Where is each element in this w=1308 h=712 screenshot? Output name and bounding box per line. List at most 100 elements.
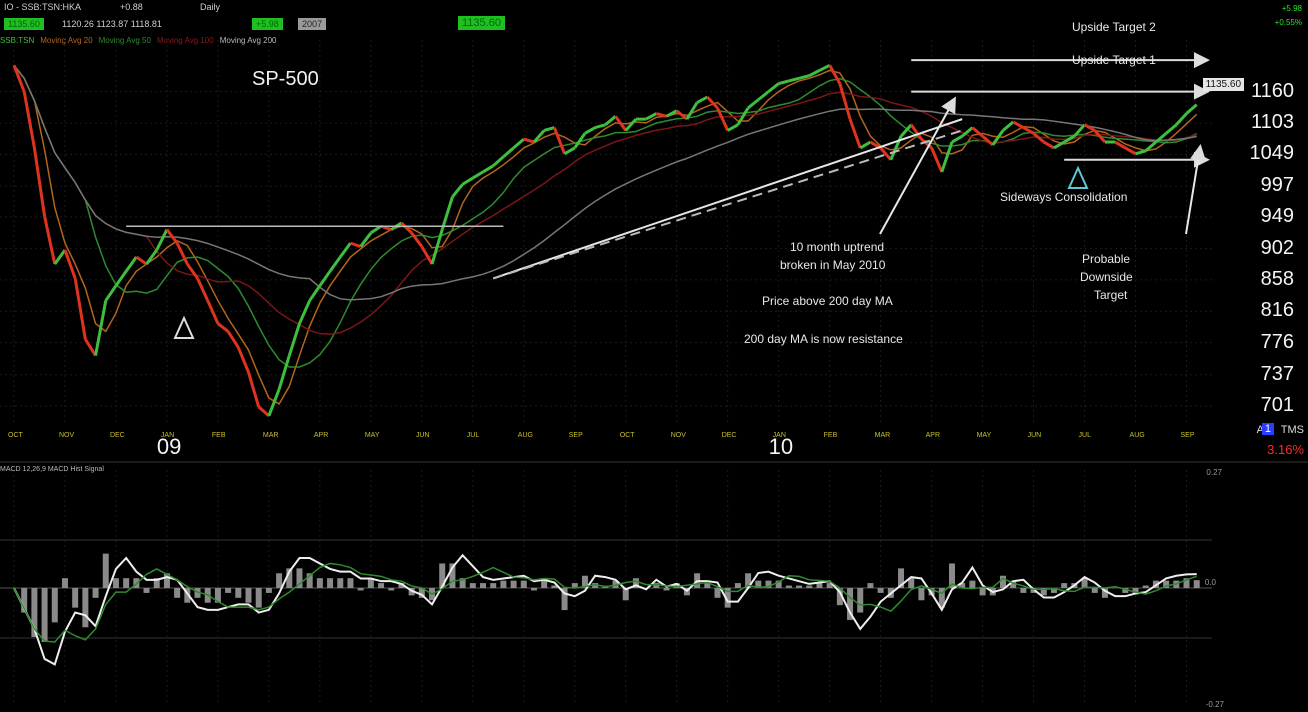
downside-note-3: Target — [1094, 288, 1128, 302]
price-segment — [532, 129, 546, 144]
price-segment — [1165, 123, 1178, 135]
macd-hist-bar — [163, 573, 170, 588]
price-segment — [104, 284, 118, 302]
price-segment — [1063, 134, 1076, 144]
price-segment — [318, 270, 332, 287]
signal-line — [13, 562, 1197, 643]
price-segment — [655, 112, 667, 118]
price-segment — [186, 263, 199, 280]
legend-row: SSB:TSN Moving Avg 20 Moving Avg 50 Moving … — [0, 36, 282, 48]
macd-hist-bar — [755, 580, 762, 588]
price-segment — [1093, 129, 1107, 144]
macd-hist-bar — [765, 580, 772, 588]
macd-hist-bar — [979, 588, 986, 596]
price-tick-label: 816 — [1260, 299, 1294, 322]
price-segment — [155, 228, 169, 251]
price-segment — [1154, 132, 1168, 144]
price-segment — [298, 299, 312, 325]
price-segment — [961, 126, 974, 138]
price-segment — [1083, 123, 1096, 132]
macd-hist-bar — [92, 588, 99, 598]
macd-hist-bar — [632, 578, 639, 588]
period-selector[interactable]: Daily — [200, 2, 221, 12]
macd-hist-bar — [857, 588, 864, 613]
macd-hist-bar — [622, 588, 629, 601]
macd-hist-bar — [143, 588, 150, 593]
macd-hist-bar — [1010, 580, 1017, 588]
macd-hist-bar — [500, 580, 507, 588]
price-segment — [1032, 132, 1045, 144]
macd-hist-bar — [918, 588, 925, 601]
price-segment — [410, 232, 424, 248]
macd-hist-bar — [388, 588, 395, 591]
price-segment — [339, 242, 352, 258]
price-segment — [940, 141, 954, 173]
macd-hist-bar — [581, 575, 588, 588]
macd-hist-bar — [153, 578, 160, 588]
price-segment — [563, 146, 576, 156]
price-tick-label: 701 — [1260, 394, 1294, 416]
uptrend-note-2: broken in May 2010 — [780, 258, 886, 272]
legend-entry: SSB:TSN — [0, 36, 35, 45]
macd-hist-bar — [796, 585, 803, 588]
corner-change: +5.98 — [1281, 4, 1302, 13]
month-tick-label: FEB — [211, 432, 226, 439]
downside-note-2: Downside — [1080, 270, 1133, 284]
scale-mode-letter[interactable]: A — [1256, 424, 1264, 436]
macd-hist-bar — [357, 588, 364, 591]
price-segment — [1073, 123, 1086, 138]
price-segment — [798, 74, 810, 80]
price-segment — [257, 405, 270, 418]
price-segment — [247, 371, 261, 408]
osc-scale-top: 0.27 — [1206, 468, 1222, 477]
macd-hist-bar — [571, 583, 578, 588]
price-segment — [573, 132, 587, 149]
macd-hist-bar — [31, 588, 38, 638]
ma-note: Price above 200 day MA — [762, 294, 893, 308]
macd-hist-bar — [1040, 588, 1047, 596]
macd-hist-bar — [530, 588, 537, 591]
year-label: 10 — [768, 434, 794, 459]
macd-hist-bar — [398, 583, 405, 588]
price-segment — [543, 126, 555, 132]
macd-hist-bar — [836, 588, 843, 606]
price-segment — [552, 127, 566, 155]
macd-hist-bar — [1163, 580, 1170, 588]
month-tick-label: JUL — [1078, 432, 1091, 439]
price-segment — [420, 245, 434, 265]
macd-hist-bar — [1193, 580, 1200, 588]
price-segment — [451, 183, 464, 198]
macd-hist-bar — [1122, 588, 1129, 593]
oscillator-legend: MACD 12,26,9 MACD Hist Signal — [0, 466, 104, 473]
price-segment — [1175, 112, 1188, 126]
macd-hist-bar — [898, 568, 905, 588]
price-segment — [1012, 120, 1025, 129]
price-segment — [482, 164, 494, 174]
change-badge: +5.98 — [252, 18, 283, 30]
downside-arrow — [1185, 144, 1206, 235]
macd-hist-bar — [673, 583, 680, 588]
price-segment — [359, 232, 373, 248]
price-segment — [124, 256, 138, 273]
macd-hist-bar — [174, 588, 181, 598]
month-tick-label: JUN — [415, 432, 430, 439]
price-tick-label: 1103 — [1250, 111, 1294, 134]
price-segment — [84, 338, 97, 357]
price-segment — [767, 82, 780, 93]
price-segment — [94, 300, 108, 356]
price-segment — [716, 107, 730, 132]
scale-badge[interactable]: 1 — [1261, 423, 1274, 435]
price-segment — [216, 322, 230, 333]
macd-hist-bar — [449, 563, 456, 588]
symbol-label[interactable]: IO - SSB:TSN:HKA — [4, 2, 82, 12]
price-segment — [349, 241, 362, 248]
macd-hist-bar — [1132, 588, 1139, 593]
price-segment — [472, 170, 484, 180]
price-segment — [440, 196, 454, 231]
price-segment — [1144, 140, 1157, 152]
month-tick-label: AUG — [1129, 432, 1145, 439]
macd-hist-bar — [1061, 583, 1068, 588]
macd-hist-bar — [816, 583, 823, 588]
macd-hist-bar — [82, 588, 89, 628]
